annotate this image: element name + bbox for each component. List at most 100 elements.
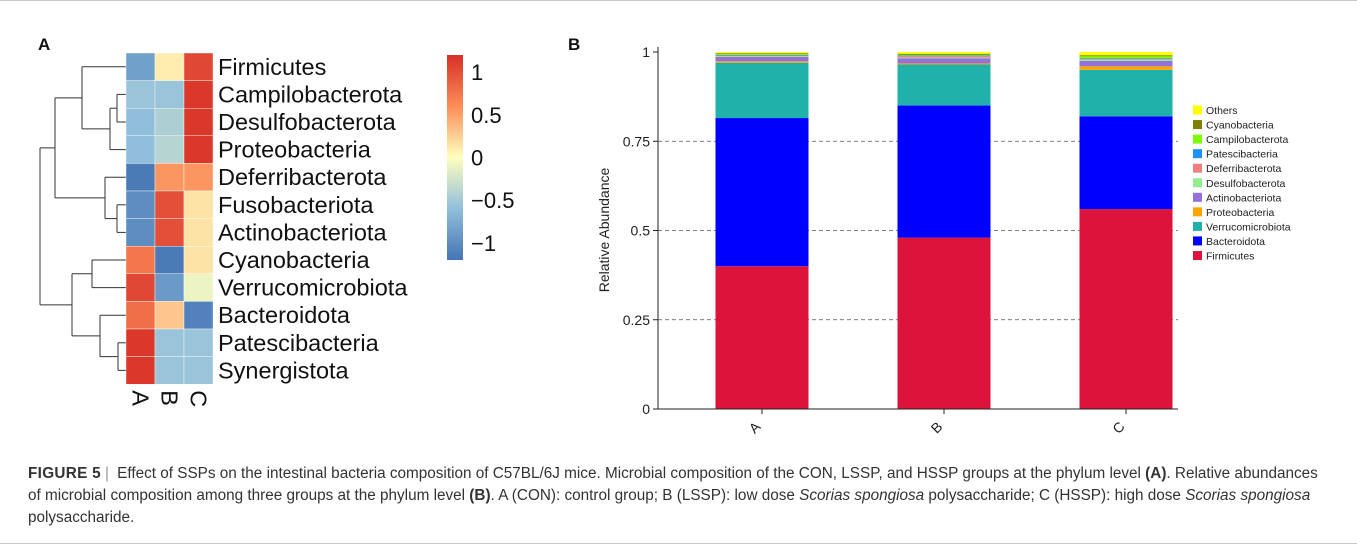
heatmap-row-label: Synergistota bbox=[218, 357, 350, 383]
x-tick-label: A bbox=[746, 418, 764, 436]
heatmap-cell-actinobacteriota-b bbox=[154, 218, 185, 247]
heatmap-cells bbox=[125, 52, 214, 385]
heatmap-cell-synergistota-a bbox=[125, 356, 156, 385]
legend-swatch bbox=[1193, 134, 1202, 144]
figure-bottom-rule bbox=[0, 543, 1357, 544]
bar-segment-b-proteobacteria bbox=[897, 63, 991, 65]
legend-swatch bbox=[1193, 221, 1202, 231]
legend-label: Patescibacteria bbox=[1206, 149, 1278, 161]
caption-ref-a: (A) bbox=[1145, 465, 1167, 482]
heatmap-cell-fusobacteriota-c bbox=[183, 190, 214, 219]
heatmap-cell-verrucomicrobiota-a bbox=[125, 273, 156, 302]
heatmap-row-labels: FirmicutesCampilobacterotaDesulfobactero… bbox=[218, 54, 408, 384]
heatmap-cell-actinobacteriota-c bbox=[183, 218, 214, 247]
bar-segment-b-firmicutes bbox=[897, 237, 991, 409]
heatmap-column-label: A bbox=[128, 390, 154, 406]
heatmap-cell-cyanobacteria-c bbox=[183, 245, 214, 274]
bar-segment-b-cyanobacteria bbox=[897, 53, 991, 55]
heatmap-cell-fusobacteriota-b bbox=[154, 190, 185, 219]
bar-chart-legend: Others Cyanobacteria Campilobacterota Pates… bbox=[1193, 105, 1291, 263]
y-tick-label: 0.75 bbox=[623, 133, 650, 149]
legend-swatch bbox=[1193, 163, 1202, 173]
bar-segment-a-actinobacteriota bbox=[715, 56, 809, 62]
legend-swatch bbox=[1193, 236, 1202, 246]
heatmap-cell-bacteroidota-a bbox=[125, 301, 156, 330]
legend-swatch bbox=[1193, 251, 1202, 260]
legend-label: Bacteroidota bbox=[1206, 236, 1265, 248]
bar-segment-a-patescibacteria bbox=[715, 54, 809, 56]
heatmap-cell-firmicutes-b bbox=[154, 52, 185, 81]
legend-label: Deferribacterota bbox=[1206, 163, 1281, 175]
colorbar-tick-label: −0.5 bbox=[471, 188, 514, 213]
x-tick-label: C bbox=[1109, 418, 1127, 436]
heatmap-cell-desulfobacterota-c bbox=[183, 107, 214, 136]
bar-segment-c-campilobacterota bbox=[1079, 56, 1173, 59]
heatmap-row-label: Campilobacterota bbox=[218, 81, 403, 107]
heatmap-cell-synergistota-b bbox=[154, 356, 185, 385]
caption-species-2: Scorias spongiosa bbox=[1185, 487, 1311, 504]
heatmap-cell-actinobacteriota-a bbox=[125, 218, 156, 247]
heatmap-cell-firmicutes-a bbox=[125, 52, 156, 81]
bar-segment-a-deferribacterota bbox=[715, 55, 809, 57]
heatmap-column-label: C bbox=[186, 390, 212, 407]
heatmap-cell-verrucomicrobiota-c bbox=[183, 273, 214, 302]
legend-label: Desulfobacterota bbox=[1206, 178, 1286, 190]
legend-swatch bbox=[1193, 105, 1202, 115]
heatmap-cell-deferribacterota-a bbox=[125, 163, 156, 192]
caption-text-4: polysaccharide; C (HSSP): high dose bbox=[924, 487, 1186, 504]
heatmap-cell-fusobacteriota-a bbox=[125, 190, 156, 219]
figure-caption: FIGURE 5 | Effect of SSPs on the intestin… bbox=[28, 463, 1333, 529]
bar-chart-stacks bbox=[715, 52, 1173, 409]
heatmap-row-label: Proteobacteria bbox=[218, 137, 372, 163]
heatmap-cell-campilobacterota-c bbox=[183, 80, 214, 109]
bar-segment-b-bacteroidota bbox=[897, 105, 991, 238]
bar-segment-b-actinobacteriota bbox=[897, 58, 991, 64]
heatmap-cell-campilobacterota-b bbox=[154, 80, 185, 109]
colorbar-tick-label: 0 bbox=[471, 146, 483, 171]
heatmap-cell-bacteroidota-c bbox=[183, 301, 214, 330]
caption-text-3: . A (CON): control group; B (LSSP): low … bbox=[490, 487, 800, 504]
caption-text-1: Effect of SSPs on the intestinal bacteri… bbox=[112, 465, 1146, 482]
heatmap-row-label: Firmicutes bbox=[218, 54, 326, 80]
bar-segment-a-proteobacteria bbox=[715, 61, 809, 63]
figure-top-rule bbox=[0, 0, 1357, 1]
heatmap-cell-verrucomicrobiota-b bbox=[154, 273, 185, 302]
y-tick-label: 0 bbox=[642, 401, 650, 417]
bar-segment-a-cyanobacteria bbox=[715, 53, 809, 54]
bar-segment-c-deferribacterota bbox=[1079, 59, 1173, 60]
heatmap-cell-patescibacteria-a bbox=[125, 328, 156, 357]
heatmap-row-label: Patescibacteria bbox=[218, 330, 380, 356]
bar-segment-c-desulfobacterota bbox=[1079, 59, 1173, 61]
heatmap-cell-desulfobacterota-b bbox=[154, 107, 185, 136]
bar-segment-a-bacteroidota bbox=[715, 118, 809, 267]
heatmap-colorbar bbox=[447, 55, 463, 260]
bar-segment-b-verrucomicrobiota bbox=[897, 64, 991, 106]
y-tick-label: 1 bbox=[642, 44, 650, 60]
heatmap-cell-proteobacteria-b bbox=[154, 135, 185, 164]
caption-separator: | bbox=[104, 465, 109, 482]
bar-segment-b-desulfobacterota bbox=[897, 57, 991, 59]
heatmap-cell-proteobacteria-c bbox=[183, 135, 214, 164]
heatmap-row-label: Cyanobacteria bbox=[218, 247, 370, 273]
bar-segment-c-verrucomicrobiota bbox=[1079, 69, 1173, 117]
heatmap-cell-synergistota-c bbox=[183, 356, 214, 385]
heatmap-cell-campilobacterota-a bbox=[125, 80, 156, 109]
bar-segment-b-others bbox=[897, 52, 991, 54]
heatmap-cell-desulfobacterota-a bbox=[125, 107, 156, 136]
y-tick-label: 0.25 bbox=[623, 312, 650, 328]
bar-segment-b-patescibacteria bbox=[897, 55, 991, 57]
heatmap-row-label: Fusobacteriota bbox=[218, 192, 374, 218]
heatmap-row-label: Bacteroidota bbox=[218, 302, 351, 328]
bar-segment-c-patescibacteria bbox=[1079, 58, 1173, 60]
bar-chart-axes: 0 0.25 0.5 0.75 1 A B C bbox=[623, 44, 1178, 437]
caption-species-1: Scorias spongiosa bbox=[799, 487, 925, 504]
bar-segment-c-firmicutes bbox=[1079, 209, 1173, 409]
bar-segment-c-bacteroidota bbox=[1079, 116, 1173, 210]
heatmap-cell-deferribacterota-c bbox=[183, 163, 214, 192]
heatmap-row-label: Actinobacteriota bbox=[218, 219, 387, 245]
colorbar-tick-label: 0.5 bbox=[471, 103, 502, 128]
legend-label: Firmicutes bbox=[1206, 251, 1254, 263]
heatmap-cell-proteobacteria-a bbox=[125, 135, 156, 164]
heatmap-cell-cyanobacteria-b bbox=[154, 245, 185, 274]
panel-b-label: B bbox=[568, 35, 580, 54]
